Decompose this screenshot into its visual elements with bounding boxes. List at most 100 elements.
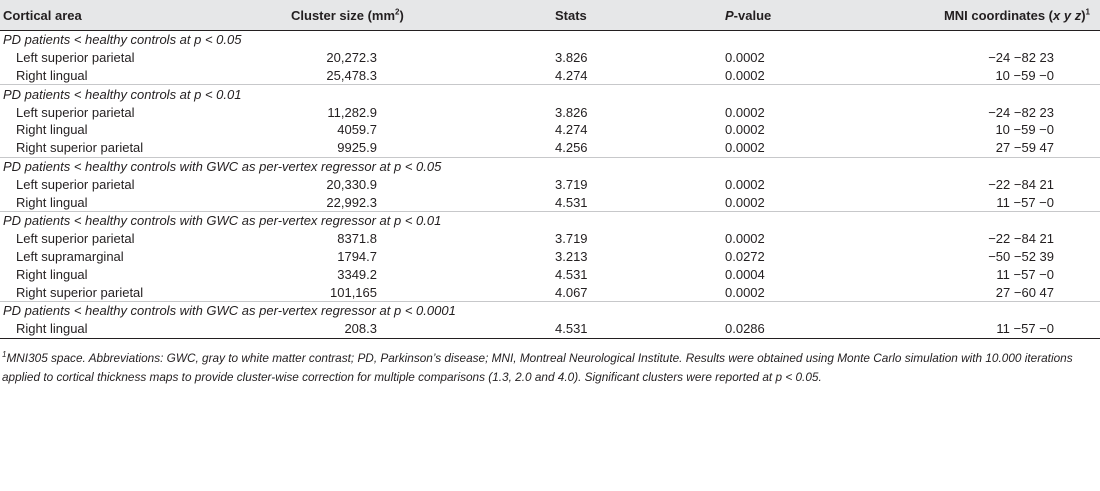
cell-stats: 3.213 (555, 248, 588, 264)
cell-p-value: 0.0002 (725, 122, 765, 138)
cluster-size-value: 9925.9 (337, 140, 377, 156)
cell-cortical-area: Right lingual (16, 266, 88, 282)
header-p-value: P-value (725, 0, 921, 31)
cell-cluster-size: 20,330.9 (291, 175, 555, 193)
cell-mni-coordinates: 11 −57 −0 (921, 319, 1100, 339)
cell-mni-coordinates: −50 −52 39 (988, 248, 1054, 264)
cluster-size-value: 11,282.9 (327, 104, 377, 120)
footnote-text: MNI305 space. Abbreviations: GWC, gray t… (2, 350, 1073, 384)
cell-stats: 4.067 (555, 284, 588, 300)
table-row: Left superior parietal 20,272.3 3.826 0.000… (0, 49, 1100, 67)
cell-cortical-area: Right superior parietal (16, 284, 144, 300)
group-row: PD patients < healthy controls with GWC … (0, 210, 1100, 230)
cluster-size-value: 208.3 (344, 321, 377, 337)
group-row: PD patients < healthy controls at p < 0.… (0, 84, 1100, 104)
cell-stats: 3.826 (555, 104, 588, 120)
table-body: PD patients < healthy controls at p < 0.… (0, 31, 1100, 339)
cell-stats: 4.531 (555, 319, 725, 339)
header-size-sup: 2 (395, 7, 400, 17)
group-row: PD patients < healthy controls at p < 0.… (0, 31, 1100, 49)
cell-p-value: 0.0286 (725, 319, 921, 339)
cell-cortical-area: Left superior parietal (16, 50, 135, 66)
cluster-size-value: 25,478.3 (326, 67, 377, 83)
cell-mni-coordinates: 11 −57 −0 (996, 194, 1054, 210)
cell-cortical-area: Right lingual (16, 67, 88, 83)
cell-stats: 4.531 (555, 266, 588, 282)
cell-p-value: 0.0272 (725, 248, 765, 264)
table-row: Right lingual 208.3 4.531 0.0286 11 −57 −0 (0, 319, 1100, 339)
header-mni-text: MNI coordinates ( (943, 7, 1054, 23)
table-row: Right superior parietal 101,165 4.067 0.000… (0, 283, 1100, 301)
header-row: Cortical area Cluster size (mm2) Stats P… (0, 0, 1100, 31)
cell-mni-coordinates: −22 −84 21 (988, 176, 1054, 192)
cell-cluster-size: 4059.7 (291, 121, 555, 139)
header-mni: MNI coordinates (x y z)1 (921, 0, 1100, 31)
cluster-size-value: 101,165 (330, 284, 377, 300)
cell-mni-coordinates: 27 −60 47 (995, 284, 1054, 300)
cell-cortical-area: Right lingual (16, 194, 88, 210)
header-size-text: Cluster size (mm (291, 7, 396, 23)
table-row: Right lingual 22,992.3 4.531 0.0002 11 −57 −… (0, 193, 1100, 211)
cell-p-value: 0.0002 (725, 176, 765, 192)
cell-cortical-area: Left supramarginal (16, 248, 124, 264)
cell-cluster-size: 20,272.3 (291, 49, 555, 67)
header-mni-sup: 1 (1085, 7, 1090, 17)
cell-stats: 4.256 (555, 140, 588, 156)
cell-mni-coordinates: −24 −82 23 (988, 50, 1054, 66)
group-label: PD patients < healthy controls with GWC … (0, 300, 1100, 320)
cell-cortical-area: Left superior parietal (16, 104, 135, 120)
group-row: PD patients < healthy controls with GWC … (0, 300, 1100, 320)
group-row: PD patients < healthy controls with GWC … (0, 156, 1100, 176)
cell-mni-coordinates: 10 −59 −0 (995, 122, 1054, 138)
table-row: Left superior parietal 11,282.9 3.826 0.000… (0, 103, 1100, 121)
table-row: Right lingual 4059.7 4.274 0.0002 10 −59 −0 (0, 121, 1100, 139)
cell-mni-coordinates: −22 −84 21 (988, 231, 1054, 247)
cell-cortical-area: Left superior parietal (16, 231, 135, 247)
table-row: Left supramarginal 1794.7 3.213 0.0272 −50 −… (0, 248, 1100, 266)
cluster-size-value: 1794.7 (337, 248, 377, 264)
header-mni-xyz: x y z (1053, 7, 1082, 23)
cell-stats: 4.531 (555, 194, 588, 210)
cell-cluster-size: 101,165 (291, 283, 555, 301)
header-size-close: ) (399, 7, 404, 23)
header-p-rest: -value (733, 7, 772, 23)
cell-mni-coordinates: −24 −82 23 (988, 104, 1054, 120)
cell-cluster-size: 22,992.3 (291, 193, 555, 211)
table-row: Left superior parietal 8371.8 3.719 0.0002 −… (0, 230, 1100, 248)
header-p-italic: P (725, 7, 734, 23)
cell-p-value: 0.0002 (725, 194, 765, 210)
cell-cortical-area: Right superior parietal (16, 140, 144, 156)
header-mni-close: ) (1081, 7, 1086, 23)
cluster-size-value: 3349.2 (337, 266, 377, 282)
results-table: Cortical area Cluster size (mm2) Stats P… (0, 0, 1100, 339)
cell-p-value: 0.0002 (725, 140, 765, 156)
cell-mni-coordinates: 10 −59 −0 (995, 67, 1054, 83)
group-label: PD patients < healthy controls at p < 0.… (3, 32, 242, 48)
cell-stats: 4.274 (555, 67, 588, 83)
cell-p-value: 0.0002 (725, 50, 765, 66)
header-stats-text: Stats (555, 7, 587, 23)
header-cortical-area: Cortical area (0, 0, 291, 31)
cell-cortical-area: Right lingual (16, 122, 88, 138)
header-stats: Stats (555, 0, 725, 31)
table-footnote: 1MNI305 space. Abbreviations: GWC, gray … (0, 339, 1100, 387)
table-row: Right superior parietal 9925.9 4.256 0.0002… (0, 139, 1100, 157)
cluster-size-value: 4059.7 (337, 122, 377, 138)
cell-stats: 3.719 (555, 231, 588, 247)
cluster-size-value: 8371.8 (337, 231, 377, 247)
table-row: Right lingual 3349.2 4.531 0.0004 11 −57 −0 (0, 265, 1100, 283)
cell-cluster-size: 11,282.9 (291, 103, 555, 121)
header-cluster-size: Cluster size (mm2) (291, 0, 555, 31)
cell-stats: 4.274 (555, 122, 588, 138)
cell-stats: 3.719 (555, 176, 588, 192)
table-row: Left superior parietal 20,330.9 3.719 0.000… (0, 175, 1100, 193)
cell-mni-coordinates: 27 −59 47 (995, 140, 1054, 156)
cell-cluster-size: 8371.8 (291, 230, 555, 248)
cell-cluster-size: 1794.7 (291, 248, 555, 266)
cell-cortical-area: Left superior parietal (16, 176, 135, 192)
group-label: PD patients < healthy controls at p < 0.… (0, 84, 1100, 104)
cell-cluster-size: 9925.9 (291, 139, 555, 157)
cluster-size-value: 20,272.3 (326, 50, 377, 66)
cell-p-value: 0.0004 (725, 266, 765, 282)
